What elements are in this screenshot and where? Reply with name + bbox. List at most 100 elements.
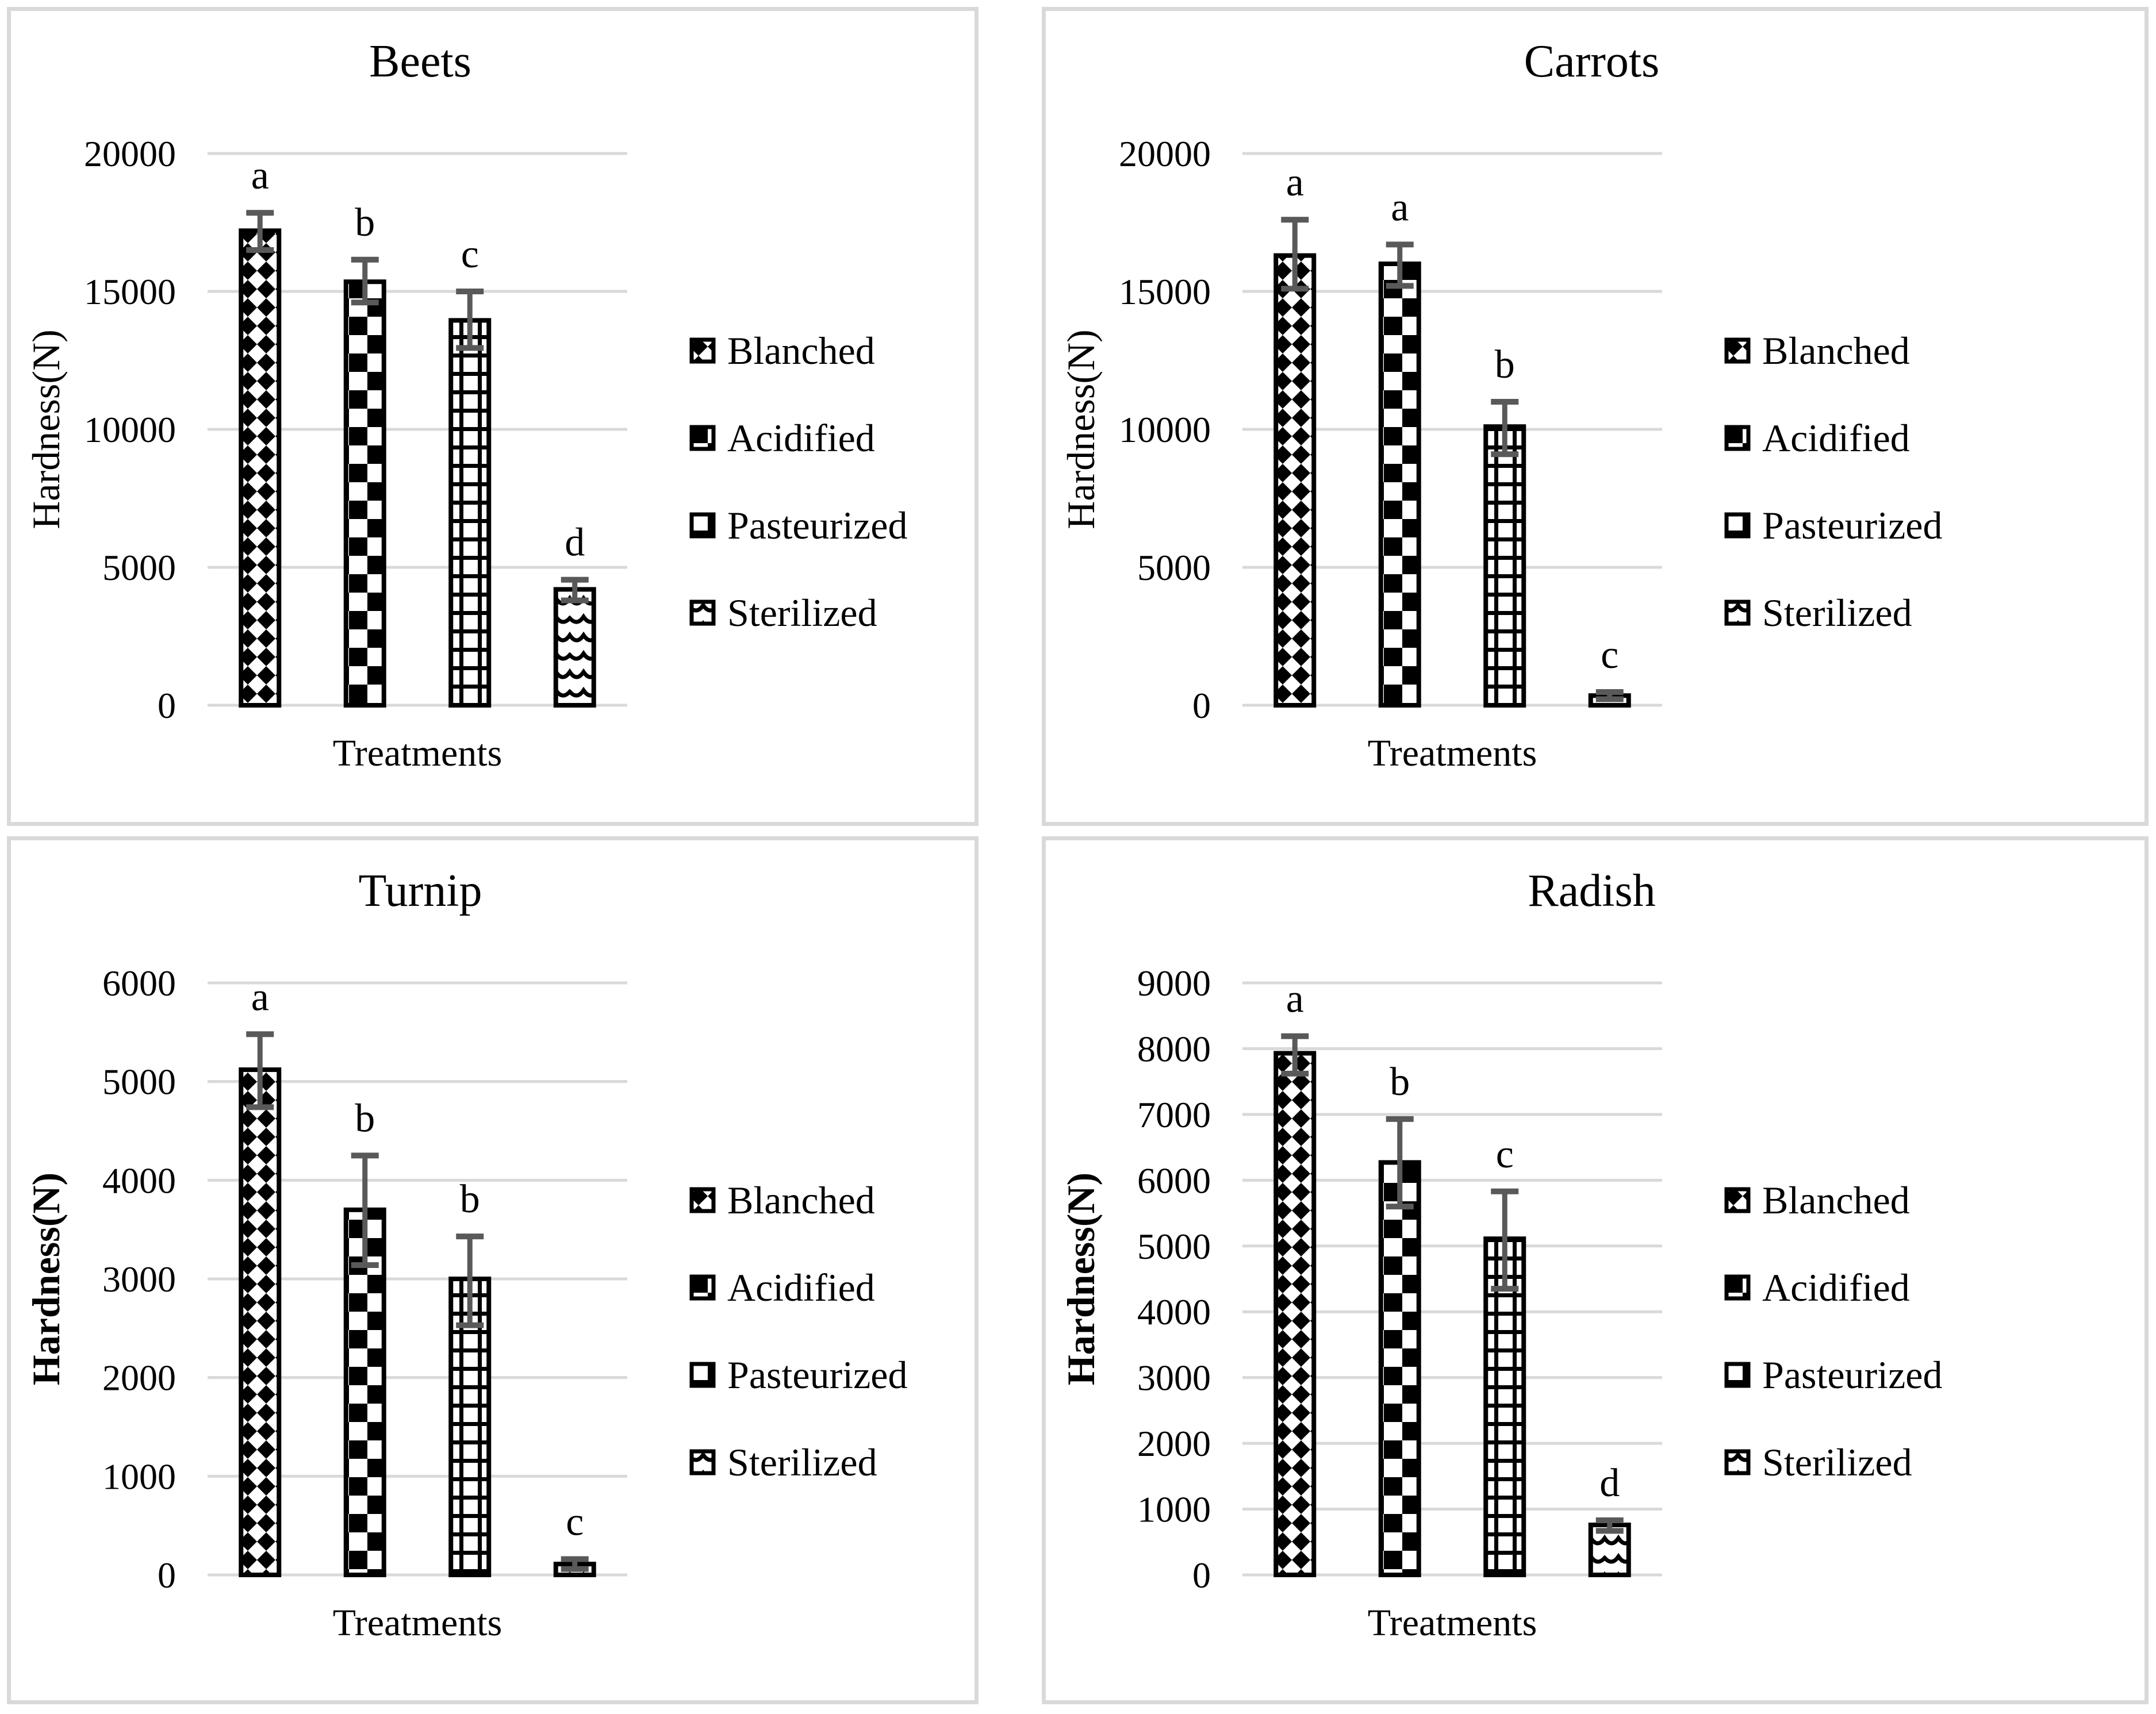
legend-item-sterilized: Sterilized xyxy=(1724,593,1942,632)
significance-letter: a xyxy=(1286,160,1304,205)
bar-blanched xyxy=(1273,253,1317,708)
y-tick-label: 4000 xyxy=(102,1160,176,1201)
error-bar xyxy=(351,1152,379,1268)
legend-marker-diamond-checker-icon xyxy=(689,337,716,364)
bar-acidified xyxy=(343,1207,386,1578)
legend-marker-grid-icon xyxy=(1724,1362,1751,1388)
legend-label: Sterilized xyxy=(727,591,877,635)
significance-letter: a xyxy=(1286,977,1304,1021)
legend-marker-grid-icon xyxy=(1724,512,1751,539)
y-axis-title: Hardness(N) xyxy=(1059,1173,1103,1385)
chart-row: 0 1000 2000 3000 4000 5000 6000 Hardness(N) a b b c… xyxy=(18,925,975,1684)
y-tick-label: 5000 xyxy=(1137,1226,1211,1267)
bar-blanched xyxy=(1273,1051,1317,1577)
legend-label: Pasteurized xyxy=(727,504,908,547)
chart-panel-radish: Radish 0 1000 2000 3000 4000 5000 6000 7000 8000… xyxy=(1042,836,2149,1704)
bar-acidified xyxy=(343,279,386,708)
y-tick-label: 9000 xyxy=(1137,963,1211,1004)
significance-letter: c xyxy=(566,1500,584,1544)
significance-letter: a xyxy=(251,975,269,1019)
chart-row: 0 5000 10000 15000 20000 Hardness(N) a a b c Treat… xyxy=(1053,96,2145,814)
y-tick-label: 0 xyxy=(1192,1555,1211,1596)
legend-item-acidified: Acidified xyxy=(689,418,907,458)
legend-item-acidified: Acidified xyxy=(1724,1268,1942,1307)
significance-letter: b xyxy=(355,201,375,245)
error-bar xyxy=(1281,217,1309,292)
error-bar xyxy=(1281,1033,1309,1077)
bar-chart-radish: 0 1000 2000 3000 4000 5000 6000 7000 8000 9000 Har… xyxy=(1059,963,1662,1644)
chart-row: 0 5000 10000 15000 20000 Hardness(N) a b c d Treat… xyxy=(18,96,975,814)
legend-label: Sterilized xyxy=(727,1440,877,1484)
chart-title-beets: Beets xyxy=(369,36,471,87)
legend-label: Pasteurized xyxy=(1762,1353,1943,1397)
y-tick-label: 6000 xyxy=(1137,1160,1211,1201)
legend-item-blanched: Blanched xyxy=(689,1181,907,1220)
legend-item-sterilized: Sterilized xyxy=(1724,1443,1942,1482)
significance-letter: a xyxy=(251,153,269,198)
legend-marker-diagonal-wave-icon xyxy=(1724,599,1751,626)
error-bar xyxy=(1491,1188,1519,1292)
chart-row: 0 1000 2000 3000 4000 5000 6000 7000 8000 9000 Har… xyxy=(1053,925,2145,1684)
x-axis-title: Treatments xyxy=(333,1602,502,1644)
y-tick-label: 2000 xyxy=(102,1358,176,1398)
y-tick-label: 2000 xyxy=(1137,1423,1211,1464)
y-tick-label: 8000 xyxy=(1137,1028,1211,1069)
legend-marker-diagonal-wave-icon xyxy=(689,599,716,626)
legend-label: Sterilized xyxy=(1762,1440,1912,1484)
chart-legend: Blanched Acidified Pasteurized Sterilized xyxy=(1724,1181,1942,1482)
y-tick-label: 10000 xyxy=(1119,409,1211,450)
y-tick-label: 5000 xyxy=(102,1062,176,1102)
y-axis-title: Hardness(N) xyxy=(1059,329,1103,529)
y-axis-title: Hardness(N) xyxy=(24,1173,68,1385)
y-tick-label: 5000 xyxy=(1137,547,1211,588)
bar-blanched xyxy=(239,1067,282,1578)
legend-marker-diagonal-wave-icon xyxy=(1724,1449,1751,1475)
y-tick-label: 5000 xyxy=(102,547,176,588)
error-bar xyxy=(561,1556,589,1572)
legend-item-acidified: Acidified xyxy=(1724,418,1942,458)
bar-acidified xyxy=(1378,262,1421,708)
legend-item-pasteurized: Pasteurized xyxy=(1724,506,1942,545)
significance-letter: b xyxy=(355,1096,375,1140)
error-bar xyxy=(1386,241,1414,289)
significance-letter: b xyxy=(1495,343,1515,387)
error-bar xyxy=(1491,399,1519,458)
y-tick-label: 15000 xyxy=(84,271,176,312)
error-bar xyxy=(456,1233,484,1328)
legend-item-sterilized: Sterilized xyxy=(689,593,907,632)
legend-label: Pasteurized xyxy=(1762,504,1943,547)
legend-item-blanched: Blanched xyxy=(689,331,907,370)
significance-letter: c xyxy=(1496,1132,1514,1177)
legend-item-pasteurized: Pasteurized xyxy=(689,1355,907,1394)
y-axis-title: Hardness(N) xyxy=(24,329,68,529)
error-bar xyxy=(246,1031,274,1110)
y-tick-label: 0 xyxy=(1192,685,1211,726)
y-tick-label: 20000 xyxy=(1119,133,1211,174)
legend-label: Acidified xyxy=(1762,416,1910,460)
legend-marker-diamond-checker-icon xyxy=(689,1187,716,1213)
bar-sterilized xyxy=(553,587,596,708)
legend-marker-diagonal-wave-icon xyxy=(689,1449,716,1475)
legend-item-pasteurized: Pasteurized xyxy=(689,506,907,545)
y-tick-label: 1000 xyxy=(102,1456,176,1497)
legend-marker-checkerboard-icon xyxy=(689,1274,716,1301)
legend-marker-grid-icon xyxy=(689,1362,716,1388)
legend-label: Sterilized xyxy=(1762,591,1912,635)
y-tick-label: 3000 xyxy=(1137,1358,1211,1398)
bar-chart-beets: 0 5000 10000 15000 20000 Hardness(N) a b c d Treat… xyxy=(24,133,627,774)
legend-label: Pasteurized xyxy=(727,1353,908,1397)
legend-label: Blanched xyxy=(1762,329,1910,372)
legend-marker-checkerboard-icon xyxy=(689,425,716,451)
bar-pasteurized xyxy=(1483,424,1526,708)
chart-legend: Blanched Acidified Pasteurized Sterilized xyxy=(689,331,907,632)
legend-item-sterilized: Sterilized xyxy=(689,1443,907,1482)
y-tick-label: 15000 xyxy=(1119,271,1211,312)
y-tick-label: 3000 xyxy=(102,1259,176,1300)
legend-item-blanched: Blanched xyxy=(1724,331,1942,370)
bar-pasteurized xyxy=(448,318,492,708)
y-tick-label: 6000 xyxy=(102,963,176,1004)
x-axis-title: Treatments xyxy=(1368,732,1537,774)
x-axis-title: Treatments xyxy=(333,732,502,774)
error-bar xyxy=(456,289,484,351)
